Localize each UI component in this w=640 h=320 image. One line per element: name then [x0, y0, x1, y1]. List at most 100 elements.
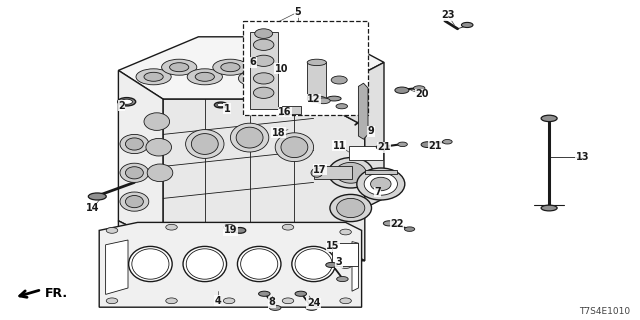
Polygon shape	[250, 32, 278, 109]
Ellipse shape	[413, 86, 425, 91]
Text: T7S4E1010: T7S4E1010	[579, 308, 630, 316]
Ellipse shape	[298, 74, 317, 83]
Polygon shape	[118, 37, 384, 99]
Ellipse shape	[282, 224, 294, 230]
Ellipse shape	[281, 137, 308, 158]
Text: 24: 24	[307, 298, 321, 308]
Text: 18: 18	[271, 128, 285, 138]
Ellipse shape	[315, 62, 351, 78]
Ellipse shape	[292, 246, 335, 282]
Text: 14: 14	[86, 203, 100, 213]
Ellipse shape	[106, 228, 118, 233]
Ellipse shape	[88, 193, 106, 200]
Polygon shape	[307, 62, 326, 99]
Ellipse shape	[132, 249, 169, 279]
Polygon shape	[282, 106, 301, 114]
Ellipse shape	[230, 123, 269, 152]
Ellipse shape	[269, 305, 281, 310]
Text: 21: 21	[377, 142, 391, 152]
Ellipse shape	[195, 72, 214, 81]
Text: 4: 4	[214, 296, 221, 306]
Ellipse shape	[223, 298, 235, 304]
Ellipse shape	[383, 221, 395, 226]
Ellipse shape	[404, 227, 415, 231]
Ellipse shape	[541, 115, 557, 122]
Ellipse shape	[295, 249, 332, 279]
Ellipse shape	[253, 73, 274, 84]
Text: 23: 23	[441, 10, 455, 20]
Text: 21: 21	[428, 140, 442, 151]
Ellipse shape	[237, 246, 281, 282]
Text: 20: 20	[415, 89, 429, 100]
Ellipse shape	[326, 262, 337, 268]
Ellipse shape	[337, 198, 365, 218]
Ellipse shape	[330, 195, 372, 222]
Text: 1: 1	[224, 104, 230, 114]
Text: 7: 7	[374, 187, 381, 197]
Ellipse shape	[188, 69, 223, 85]
Text: 10: 10	[275, 64, 289, 74]
Ellipse shape	[306, 305, 317, 310]
Ellipse shape	[282, 298, 294, 304]
Text: 16: 16	[278, 107, 292, 117]
Ellipse shape	[241, 249, 278, 279]
Text: 9: 9	[368, 126, 374, 136]
Text: 8: 8	[269, 297, 275, 308]
Ellipse shape	[443, 140, 452, 144]
Ellipse shape	[144, 113, 170, 131]
Ellipse shape	[255, 29, 273, 38]
Ellipse shape	[376, 144, 389, 150]
Text: 5: 5	[294, 7, 301, 17]
Polygon shape	[118, 70, 163, 243]
Text: 15: 15	[326, 241, 340, 252]
Ellipse shape	[316, 98, 330, 104]
Polygon shape	[314, 166, 352, 179]
Ellipse shape	[332, 76, 348, 84]
Ellipse shape	[337, 276, 348, 282]
Ellipse shape	[118, 98, 136, 106]
Ellipse shape	[295, 291, 307, 296]
Ellipse shape	[234, 228, 246, 233]
Ellipse shape	[120, 163, 149, 182]
Ellipse shape	[106, 298, 118, 304]
Ellipse shape	[421, 142, 434, 148]
Ellipse shape	[264, 61, 300, 77]
Ellipse shape	[289, 70, 325, 86]
Ellipse shape	[246, 74, 266, 83]
Text: 13: 13	[575, 152, 589, 162]
Ellipse shape	[129, 246, 172, 282]
Ellipse shape	[170, 63, 189, 72]
Text: 19: 19	[223, 225, 237, 236]
Ellipse shape	[340, 298, 351, 304]
Ellipse shape	[120, 192, 149, 211]
Ellipse shape	[147, 164, 173, 182]
Ellipse shape	[328, 158, 373, 188]
Ellipse shape	[398, 142, 408, 147]
Ellipse shape	[125, 138, 143, 150]
Ellipse shape	[307, 59, 326, 66]
Text: 12: 12	[307, 94, 321, 104]
Text: FR.: FR.	[45, 287, 68, 300]
Ellipse shape	[146, 139, 172, 156]
Bar	[243, 21, 368, 115]
Ellipse shape	[323, 65, 342, 74]
Ellipse shape	[340, 263, 351, 268]
Polygon shape	[352, 242, 358, 291]
Ellipse shape	[221, 63, 240, 72]
Text: 22: 22	[390, 219, 404, 229]
Polygon shape	[99, 222, 362, 307]
Ellipse shape	[162, 59, 197, 75]
Ellipse shape	[275, 133, 314, 162]
Ellipse shape	[311, 168, 323, 177]
Ellipse shape	[335, 163, 366, 183]
Ellipse shape	[371, 177, 391, 191]
Polygon shape	[349, 146, 383, 160]
Ellipse shape	[125, 167, 143, 179]
Ellipse shape	[253, 55, 274, 67]
Ellipse shape	[357, 168, 404, 200]
Ellipse shape	[186, 130, 224, 158]
Polygon shape	[314, 62, 384, 208]
Ellipse shape	[214, 102, 227, 108]
Ellipse shape	[327, 96, 341, 101]
Polygon shape	[163, 99, 365, 261]
